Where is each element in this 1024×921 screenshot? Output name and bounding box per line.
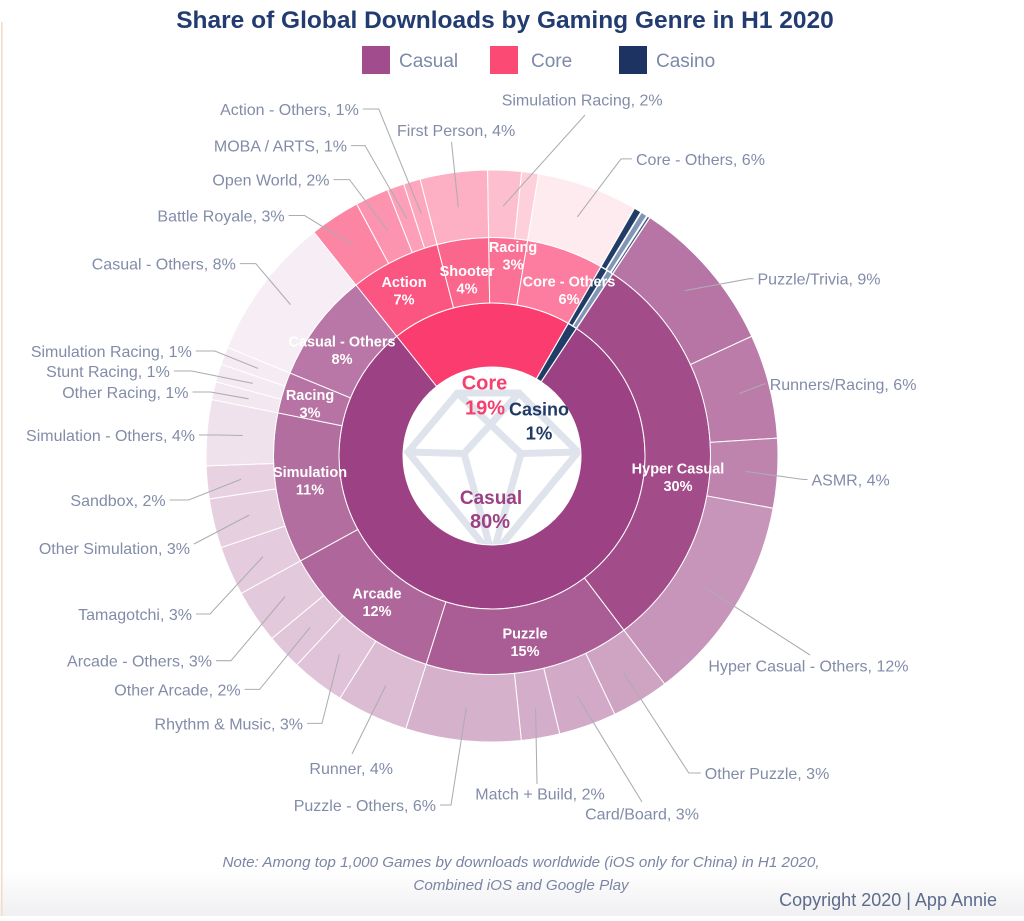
svg-text:12%: 12% — [362, 604, 391, 620]
svg-text:Rhythm & Music, 3%: Rhythm & Music, 3% — [155, 716, 303, 733]
svg-text:4%: 4% — [457, 282, 478, 298]
svg-text:1%: 1% — [526, 423, 553, 444]
svg-text:Casual: Casual — [460, 488, 522, 509]
svg-text:ASMR, 4%: ASMR, 4% — [812, 473, 890, 490]
svg-text:Racing: Racing — [286, 388, 334, 404]
svg-text:3%: 3% — [503, 258, 524, 274]
svg-text:Action - Others, 1%: Action - Others, 1% — [220, 102, 359, 119]
svg-text:Arcade: Arcade — [352, 587, 401, 603]
svg-text:Other Simulation, 3%: Other Simulation, 3% — [39, 541, 190, 558]
svg-text:Simulation: Simulation — [273, 465, 347, 481]
svg-text:Racing: Racing — [489, 240, 537, 256]
svg-text:8%: 8% — [332, 352, 353, 368]
svg-text:Arcade - Others, 3%: Arcade - Others, 3% — [67, 654, 212, 671]
svg-text:Casual: Casual — [399, 51, 458, 72]
svg-text:Puzzle - Others, 6%: Puzzle - Others, 6% — [294, 798, 436, 815]
svg-text:Core: Core — [531, 51, 572, 72]
svg-text:15%: 15% — [510, 644, 539, 660]
svg-text:Other Puzzle, 3%: Other Puzzle, 3% — [705, 766, 830, 783]
svg-text:19%: 19% — [465, 398, 505, 420]
svg-text:Casino: Casino — [656, 51, 715, 72]
svg-text:Card/Board, 3%: Card/Board, 3% — [585, 807, 699, 824]
svg-text:Casual - Others: Casual - Others — [288, 335, 395, 351]
svg-text:7%: 7% — [394, 293, 415, 309]
svg-text:Note: Among top 1,000 Games by: Note: Among top 1,000 Games by downloads… — [222, 854, 819, 871]
svg-text:Action: Action — [381, 275, 426, 291]
svg-text:Shooter: Shooter — [440, 264, 495, 280]
svg-text:80%: 80% — [470, 511, 510, 533]
svg-text:Hyper Casual - Others, 12%: Hyper Casual - Others, 12% — [708, 659, 908, 676]
svg-text:Stunt Racing, 1%: Stunt Racing, 1% — [46, 364, 170, 381]
svg-text:MOBA / ARTS, 1%: MOBA / ARTS, 1% — [214, 139, 347, 156]
svg-text:Simulation - Others, 4%: Simulation - Others, 4% — [26, 428, 195, 445]
svg-text:Open World, 2%: Open World, 2% — [212, 173, 329, 190]
svg-text:Simulation Racing, 2%: Simulation Racing, 2% — [502, 93, 663, 110]
svg-text:Core - Others: Core - Others — [523, 275, 616, 291]
svg-text:First Person, 4%: First Person, 4% — [397, 123, 515, 140]
svg-text:Runner, 4%: Runner, 4% — [309, 761, 393, 778]
svg-text:Share of Global Downloads by G: Share of Global Downloads by Gaming Genr… — [176, 7, 834, 34]
svg-text:3%: 3% — [300, 406, 321, 422]
svg-text:Puzzle: Puzzle — [502, 627, 547, 643]
svg-text:Other Arcade, 2%: Other Arcade, 2% — [114, 682, 240, 699]
svg-text:Runners/Racing, 6%: Runners/Racing, 6% — [770, 377, 917, 394]
svg-text:6%: 6% — [559, 292, 580, 308]
svg-text:Core: Core — [462, 373, 508, 395]
svg-text:Match + Build, 2%: Match + Build, 2% — [475, 787, 604, 804]
svg-text:Sandbox, 2%: Sandbox, 2% — [70, 493, 165, 510]
svg-text:30%: 30% — [663, 479, 692, 495]
svg-text:Casino: Casino — [509, 400, 569, 420]
svg-text:Other Racing, 1%: Other Racing, 1% — [62, 385, 188, 402]
svg-text:Core - Others, 6%: Core - Others, 6% — [636, 152, 765, 169]
svg-text:Hyper Casual: Hyper Casual — [632, 462, 725, 478]
svg-text:Casual - Others, 8%: Casual - Others, 8% — [92, 257, 236, 274]
svg-text:Simulation Racing, 1%: Simulation Racing, 1% — [31, 344, 192, 361]
svg-text:11%: 11% — [296, 483, 324, 499]
svg-text:Tamagotchi, 3%: Tamagotchi, 3% — [78, 607, 192, 624]
svg-text:Combined iOS and Google Play: Combined iOS and Google Play — [413, 877, 630, 894]
svg-text:Battle Royale, 3%: Battle Royale, 3% — [157, 209, 284, 226]
svg-text:Puzzle/Trivia, 9%: Puzzle/Trivia, 9% — [758, 272, 881, 289]
svg-text:Copyright 2020 | App Annie: Copyright 2020 | App Annie — [779, 890, 997, 910]
